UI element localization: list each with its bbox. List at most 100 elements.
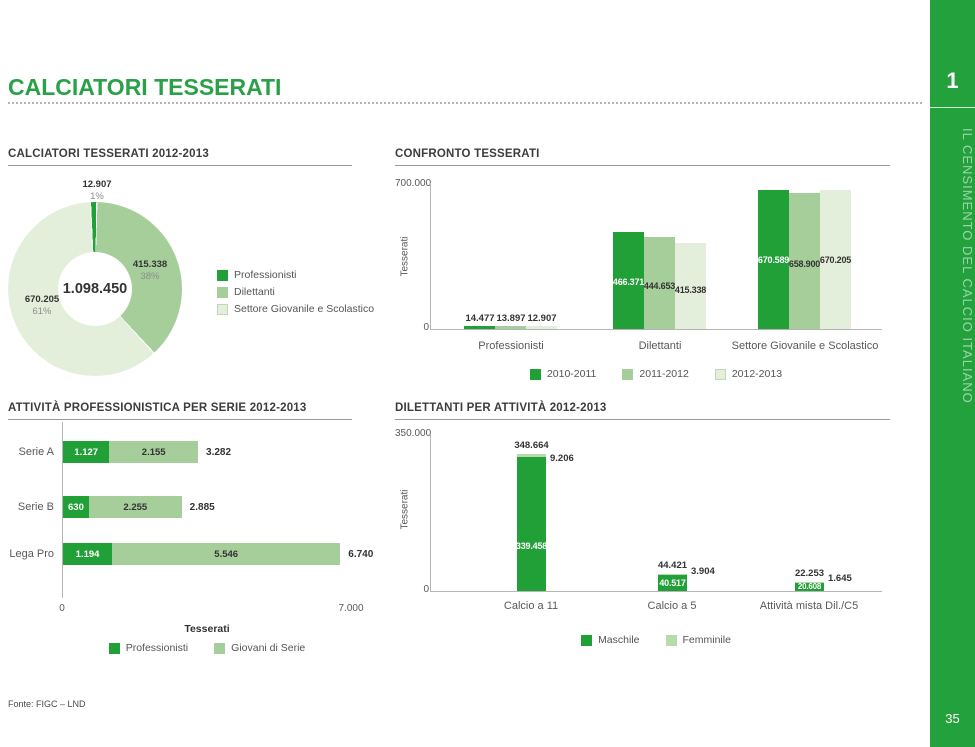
pie-label-dilettanti: 415.338 38% xyxy=(132,259,168,282)
y-axis-title: Tesserati xyxy=(399,236,411,277)
grouped-bar-plot: 700.000 0 Tesserati 14.477 13.897 12.907 xyxy=(395,166,890,397)
stacked-bar-plot: 350.000 0 Tesserati 348.664 9.206 339.45… xyxy=(395,420,890,658)
bar-segment-femminile xyxy=(795,581,824,583)
maschile-value-label: 40.517 xyxy=(659,578,686,588)
bar: 13.897 xyxy=(495,313,526,329)
pie-label-professionisti: 12.907 1% xyxy=(82,179,112,202)
chapter-rule xyxy=(930,107,975,108)
bar-value-label: 658.900 xyxy=(788,259,821,269)
bar-value-label: 12.907 xyxy=(527,313,557,324)
bar: 444.653 xyxy=(643,236,676,329)
bar-value-label: 670.589 xyxy=(757,255,790,265)
y-axis-line xyxy=(430,434,431,591)
bar-segment-femminile xyxy=(658,573,687,576)
legend-item: Professionisti xyxy=(108,642,188,654)
legend-item: Giovani di Serie xyxy=(214,642,305,654)
legend-item: Maschile xyxy=(581,634,640,646)
hbar-plot: Serie A Serie B Lega Pro 1.127 2.155 3.2… xyxy=(8,420,373,656)
bar-segment-femminile xyxy=(517,453,546,458)
dotted-divider xyxy=(8,102,922,104)
category-label: Attività mista Dil./C5 xyxy=(759,600,859,612)
x-axis-title: Tesserati xyxy=(184,623,230,635)
bar-segment: 630 xyxy=(63,496,89,518)
bar: 415.338 xyxy=(675,242,706,329)
section-title: DILETTANTI PER ATTIVITÀ 2012-2013 xyxy=(395,402,890,420)
bar: 670.589 xyxy=(758,190,789,329)
bar-segment-maschile xyxy=(658,575,687,591)
legend-swatch-2011-2012 xyxy=(622,368,634,380)
row-label: Serie B xyxy=(17,501,54,513)
bar-value-label: 13.897 xyxy=(496,313,526,324)
legend-swatch-2010-2011 xyxy=(529,368,541,380)
section-dilettanti-attivita: DILETTANTI PER ATTIVITÀ 2012-2013 350.00… xyxy=(395,402,890,657)
bar-segment: 1.194 xyxy=(63,543,113,565)
bar: 12.907 xyxy=(526,313,557,329)
femminile-value-label: 1.645 xyxy=(828,573,852,584)
category-label: Calcio a 5 xyxy=(647,600,697,612)
y-axis-line xyxy=(62,422,63,598)
bar-segment: 2.255 xyxy=(88,496,182,518)
pie-label-settore: 670.205 61% xyxy=(24,294,60,317)
legend-item: 2012-2013 xyxy=(714,368,782,380)
stacked-bar-calcio-11: 348.664 9.206 339.458 xyxy=(514,440,574,591)
row-total-label: 3.282 xyxy=(206,446,232,458)
legend-swatch-professionisti xyxy=(217,269,228,281)
y-axis-max-tick: 350.000 xyxy=(395,428,432,439)
hbar-row-serie-a: 1.127 2.155 3.282 xyxy=(63,441,231,463)
category-label: Dilettanti xyxy=(638,340,682,352)
legend-swatch-dilettanti xyxy=(217,286,228,298)
maschile-value-label: 20.608 xyxy=(797,582,822,591)
legend-swatch-2012-2013 xyxy=(714,368,726,380)
y-axis-line xyxy=(430,183,431,329)
legend-item: Professionisti xyxy=(217,269,374,281)
chapter-number: 1 xyxy=(946,68,959,93)
page-title: CALCIATORI TESSERATI xyxy=(8,74,282,100)
page-number: 35 xyxy=(945,711,960,726)
section-confronto-tesserati: CONFRONTO TESSERATI 700.000 0 Tesserati … xyxy=(395,148,890,398)
femminile-value-label: 3.904 xyxy=(691,566,715,577)
bar: 658.900 xyxy=(788,192,821,329)
serie-legend: Professionisti Giovani di Serie xyxy=(63,642,351,654)
section-title: CALCIATORI TESSERATI 2012-2013 xyxy=(8,148,352,166)
bar-value-label: 466.371 xyxy=(612,277,645,287)
y-axis-max-tick: 700.000 xyxy=(395,178,432,189)
x-axis-line xyxy=(430,591,882,592)
donut-hole: 1.098.450 xyxy=(58,252,132,326)
confronto-legend: 2010-2011 2011-2012 2012-2013 xyxy=(430,368,882,380)
femminile-value-label: 9.206 xyxy=(550,453,574,464)
bar-total-label: 44.421 xyxy=(657,559,688,571)
hbar-row-serie-b: 630 2.255 2.885 xyxy=(63,496,215,518)
chapter-title-vertical: IL CENSIMENTO DEL CALCIO ITALIANO xyxy=(960,128,975,404)
chapter-sidebar: 1 IL CENSIMENTO DEL CALCIO ITALIANO 35 xyxy=(930,0,975,747)
row-total-label: 6.740 xyxy=(348,548,374,560)
bar-group-settore: 670.589 658.900 670.205 xyxy=(758,190,851,329)
maschile-value-label: 339.458 xyxy=(515,541,548,551)
legend-swatch-giovani xyxy=(214,642,226,654)
legend-swatch-professionisti xyxy=(108,642,120,654)
bar-segment: 5.546 xyxy=(112,543,341,565)
stacked-bar-attivita-mista: 22.253 1.645 20.608 xyxy=(795,568,852,591)
bar-total-label: 22.253 xyxy=(794,567,825,579)
section-calciatori-tesserati: CALCIATORI TESSERATI 2012-2013 1.098.450… xyxy=(8,148,374,398)
bar: 14.477 xyxy=(464,313,495,329)
bar-group-professionisti: 14.477 13.897 12.907 xyxy=(464,313,557,329)
legend-swatch-maschile xyxy=(581,634,593,646)
x-axis-zero-tick: 0 xyxy=(59,603,65,614)
bar: 466.371 xyxy=(613,232,644,329)
bar-value-label: 444.653 xyxy=(643,281,676,291)
x-axis-max-tick: 7.000 xyxy=(338,603,364,614)
bar-segment-maschile xyxy=(517,457,546,591)
stacked-bar-calcio-5: 44.421 3.904 40.517 xyxy=(658,560,715,591)
category-label: Settore Giovanile e Scolastico xyxy=(731,340,879,352)
donut-chart: 1.098.450 xyxy=(8,202,182,376)
section-title: CONFRONTO TESSERATI xyxy=(395,148,890,166)
donut-total: 1.098.450 xyxy=(62,281,128,297)
bar-value-label: 670.205 xyxy=(819,255,852,265)
x-axis-line xyxy=(430,329,882,330)
legend-swatch-femminile xyxy=(665,634,677,646)
y-axis-zero-tick: 0 xyxy=(423,584,429,595)
bar-segment: 2.155 xyxy=(109,441,199,463)
hbar-row-lega-pro: 1.194 5.546 6.740 xyxy=(63,543,373,565)
legend-item: Femminile xyxy=(665,634,731,646)
